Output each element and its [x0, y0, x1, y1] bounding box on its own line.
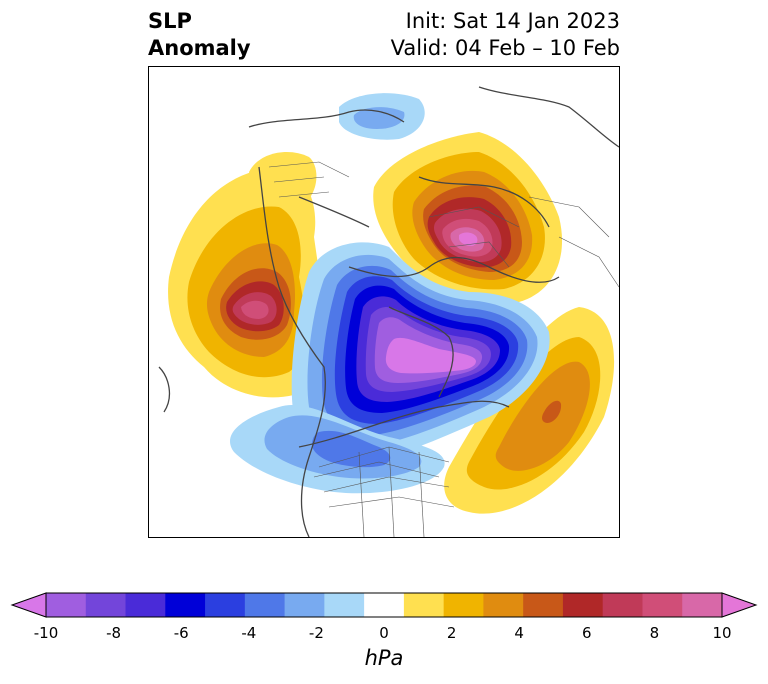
colorbar-segment	[205, 593, 245, 617]
colorbar-segment	[46, 593, 86, 617]
colorbar-tick-label: 10	[712, 624, 731, 642]
map-title: SLP Anomaly	[148, 8, 251, 62]
colorbar-segment	[603, 593, 643, 617]
colorbar-segment	[483, 593, 523, 617]
title-line1: SLP	[148, 8, 251, 35]
title-line2: Anomaly	[148, 35, 251, 62]
colorbar-segment	[563, 593, 603, 617]
anomaly-map-svg	[149, 67, 619, 537]
colorbar-segment	[126, 593, 166, 617]
colorbar-tick-label: -8	[106, 624, 121, 642]
colorbar-segment	[324, 593, 364, 617]
valid-range: Valid: 04 Feb – 10 Feb	[391, 35, 620, 62]
init-date: Init: Sat 14 Jan 2023	[391, 8, 620, 35]
colorbar-segment	[444, 593, 484, 617]
colorbar-tick-label: -4	[241, 624, 256, 642]
colorbar-tick-label: -10	[34, 624, 59, 642]
colorbar-arrow-right	[722, 593, 756, 617]
colorbar-tick-label: 6	[582, 624, 592, 642]
colorbar-arrow-left	[12, 593, 46, 617]
colorbar	[0, 585, 768, 625]
map-subtitle: Init: Sat 14 Jan 2023 Valid: 04 Feb – 10…	[391, 8, 620, 62]
colorbar-unit: hPa	[365, 646, 404, 670]
colorbar-tick-label: -6	[174, 624, 189, 642]
colorbar-tick-label: 8	[650, 624, 660, 642]
colorbar-segment	[404, 593, 444, 617]
colorbar-segment	[165, 593, 205, 617]
colorbar-tick-label: -2	[309, 624, 324, 642]
colorbar-tick-label: 4	[514, 624, 524, 642]
colorbar-segment	[523, 593, 563, 617]
north-pacific-low-patch	[339, 93, 425, 140]
colorbar-segment	[245, 593, 285, 617]
colorbar-segment	[682, 593, 722, 617]
anomaly-map	[148, 66, 620, 538]
colorbar-segment	[86, 593, 126, 617]
colorbar-tick-label: 2	[447, 624, 457, 642]
colorbar-segment	[364, 593, 404, 617]
colorbar-segment	[642, 593, 682, 617]
colorbar-tick-label: 0	[379, 624, 389, 642]
colorbar-segment	[285, 593, 325, 617]
